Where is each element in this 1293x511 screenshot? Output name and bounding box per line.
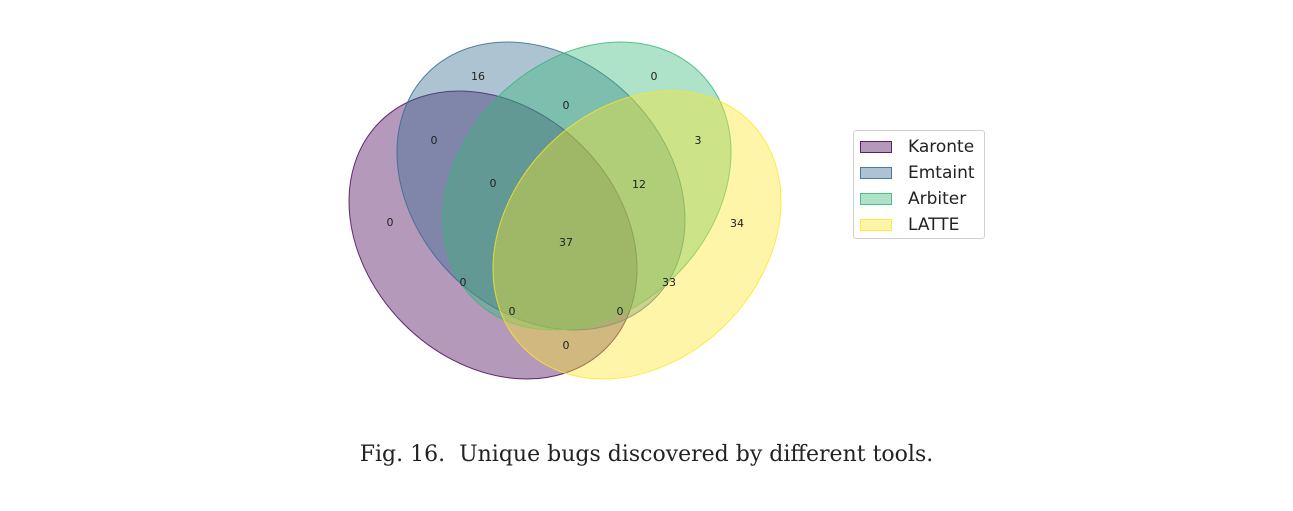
region-labels: 0 16 0 34 0 0 3 0 0 12 37 0 33 0 0 [387,70,745,352]
region-label-karonte: 0 [387,216,394,229]
region-label-arbiter: 0 [651,70,658,83]
ellipse-karonte [348,90,638,380]
legend-swatch-arbiter [860,193,892,205]
legend-swatch-karonte [860,141,892,153]
legend-item-arbiter: Arbiter [860,186,978,212]
legend-swatch-latte [860,219,892,231]
region-label-karonte-arbiter: 0 [460,276,467,289]
region-label-karonte-emtaint-latte: 0 [617,305,624,318]
figure-caption: Fig. 16. Unique bugs discovered by diffe… [359,442,934,467]
legend-swatch-emtaint [860,167,892,179]
set-ellipses [348,41,782,380]
legend-item-emtaint: Emtaint [860,160,978,186]
region-label-arbiter-latte: 3 [695,134,702,147]
legend-label-karonte: Karonte [908,137,975,157]
ellipse-latte [492,90,782,380]
region-label-latte: 34 [730,217,744,230]
region-label-emtaint-arbiter-latte: 12 [632,178,646,191]
legend-item-latte: LATTE [860,212,978,238]
legend-label-emtaint: Emtaint [908,163,975,183]
legend-item-karonte: Karonte [860,134,978,160]
region-label-emtaint-arbiter: 0 [563,99,570,112]
region-label-karonte-latte: 0 [563,339,570,352]
legend-label-latte: LATTE [908,215,960,235]
region-label-karonte-arbiter-latte: 0 [509,305,516,318]
legend-label-arbiter: Arbiter [908,189,967,209]
region-label-emtaint: 16 [471,70,485,83]
region-label-emtaint-latte: 33 [662,276,676,289]
region-label-karonte-emtaint-arbiter: 0 [490,177,497,190]
region-label-karonte-emtaint-arbiter-latte: 37 [559,236,573,249]
region-label-karonte-emtaint: 0 [431,134,438,147]
ellipse-arbiter [442,41,732,331]
legend: Karonte Emtaint Arbiter LATTE [853,130,985,239]
